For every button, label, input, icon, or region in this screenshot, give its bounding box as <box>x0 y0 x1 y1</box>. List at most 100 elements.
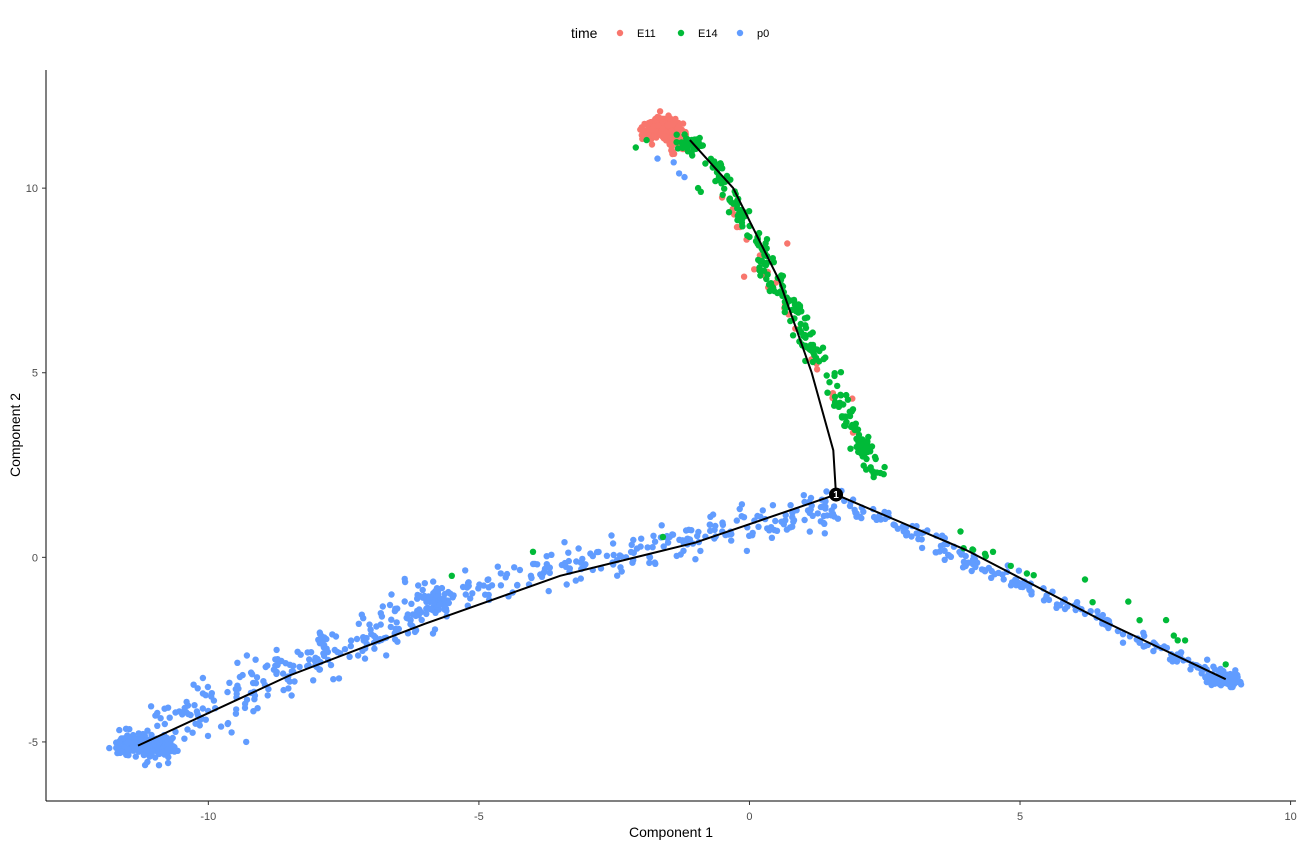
point-e14 <box>982 553 989 560</box>
point-p0 <box>462 567 469 574</box>
point-e11 <box>813 366 821 373</box>
point-e14 <box>848 408 855 415</box>
point-p0 <box>463 584 471 591</box>
point-e14 <box>689 152 696 159</box>
point-e11 <box>667 115 674 123</box>
point-p0 <box>124 746 132 753</box>
point-p0 <box>1017 580 1024 588</box>
point-e14 <box>762 240 769 247</box>
point-p0 <box>366 621 373 628</box>
point-p0 <box>304 649 311 656</box>
legend: time E11 E14 p0 <box>571 25 769 41</box>
point-p0 <box>254 705 261 712</box>
point-e14 <box>727 176 734 183</box>
point-p0 <box>347 637 355 644</box>
point-e14 <box>863 445 870 452</box>
point-p0 <box>918 536 925 543</box>
point-e14 <box>764 271 771 278</box>
point-p0 <box>514 581 521 589</box>
point-p0 <box>1064 603 1071 610</box>
point-p0 <box>371 645 378 652</box>
point-p0 <box>787 502 794 509</box>
point-p0 <box>265 685 272 693</box>
point-p0 <box>318 633 325 640</box>
point-p0 <box>414 593 422 600</box>
point-p0 <box>210 697 218 704</box>
point-p0 <box>392 605 399 612</box>
point-p0 <box>646 559 653 567</box>
point-p0 <box>804 507 812 514</box>
point-p0 <box>438 584 446 592</box>
point-p0 <box>940 541 948 548</box>
point-p0 <box>1043 594 1050 601</box>
point-e11 <box>751 266 758 273</box>
point-p0 <box>288 692 295 699</box>
point-p0 <box>125 752 132 759</box>
point-e11 <box>669 121 676 128</box>
point-p0 <box>527 572 535 579</box>
point-p0 <box>335 675 343 682</box>
point-p0 <box>330 676 337 683</box>
point-p0 <box>577 575 584 582</box>
point-p0 <box>132 753 139 760</box>
point-p0 <box>191 702 198 709</box>
point-p0 <box>780 521 787 528</box>
point-p0 <box>199 674 207 682</box>
point-p0 <box>1203 678 1211 686</box>
point-p0 <box>154 709 161 717</box>
point-p0 <box>546 564 553 571</box>
point-e11 <box>648 126 656 133</box>
point-p0 <box>789 514 796 521</box>
legend-label-e11: E11 <box>637 28 656 40</box>
point-e14 <box>769 255 776 262</box>
point-p0 <box>546 569 553 577</box>
point-p0 <box>1140 643 1147 650</box>
point-p0 <box>652 560 659 567</box>
point-p0 <box>638 535 645 542</box>
point-p0 <box>595 548 602 556</box>
point-e14 <box>1170 632 1178 639</box>
point-p0 <box>445 599 452 607</box>
point-p0 <box>164 759 172 767</box>
point-p0 <box>969 556 977 563</box>
point-p0 <box>545 587 552 595</box>
point-p0 <box>617 553 625 560</box>
point-p0 <box>651 538 659 545</box>
point-e14 <box>698 142 705 150</box>
point-e11 <box>655 114 663 121</box>
point-p0 <box>561 539 568 546</box>
point-p0 <box>199 690 207 697</box>
legend-key-e14 <box>677 29 685 37</box>
point-p0 <box>1119 639 1127 646</box>
legend-title: time <box>571 25 598 41</box>
point-p0 <box>243 652 251 659</box>
point-e14 <box>632 144 639 151</box>
point-p0 <box>467 595 474 602</box>
x-tick-label: -10 <box>200 811 216 823</box>
point-e14 <box>872 455 879 463</box>
point-p0 <box>224 719 232 727</box>
point-p0 <box>800 492 807 499</box>
point-p0 <box>670 159 677 166</box>
point-p0 <box>414 607 421 615</box>
point-p0 <box>169 743 177 750</box>
point-p0 <box>823 488 830 495</box>
point-p0 <box>419 586 426 594</box>
point-e11 <box>656 108 664 115</box>
point-e14 <box>696 134 703 142</box>
point-p0 <box>161 720 168 728</box>
point-p0 <box>870 513 878 521</box>
point-p0 <box>719 521 727 528</box>
point-p0 <box>768 534 776 541</box>
point-p0 <box>941 556 948 563</box>
point-p0 <box>251 692 259 699</box>
point-p0 <box>441 603 448 611</box>
point-e14 <box>807 341 815 349</box>
point-p0 <box>675 170 683 177</box>
point-p0 <box>629 559 636 566</box>
point-e14 <box>756 264 763 271</box>
legend-key-e11 <box>616 29 624 37</box>
point-p0 <box>262 663 269 671</box>
point-e14 <box>1222 661 1229 668</box>
point-p0 <box>614 572 621 579</box>
